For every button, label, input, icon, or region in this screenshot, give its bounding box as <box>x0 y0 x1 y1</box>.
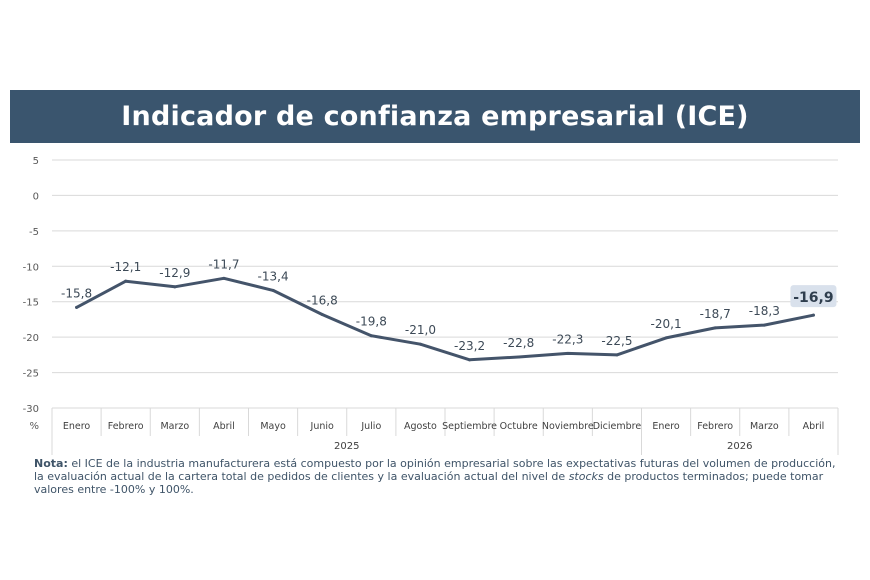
chart-title: Indicador de confianza empresarial (ICE) <box>121 101 749 132</box>
data-label: -15,8 <box>61 286 92 300</box>
data-point <box>173 285 177 289</box>
data-point <box>762 323 766 327</box>
y-tick-label: -15 <box>23 298 39 309</box>
data-point <box>517 355 521 359</box>
x-tick-label: Enero <box>63 421 91 432</box>
line-chart: 5 0 -5 -10 -15 -20 -25 -30% Enero Febrero Marzo Abr… <box>23 156 839 455</box>
data-point <box>566 351 570 355</box>
data-label: -20,1 <box>651 317 682 331</box>
y-tick-label: 5 <box>33 156 39 167</box>
data-label: -16,8 <box>307 293 338 307</box>
y-axis-label: % <box>29 421 39 432</box>
data-point <box>664 336 668 340</box>
title-banner: Indicador de confianza empresarial (ICE) <box>10 90 860 143</box>
x-tick-label: Junio <box>310 421 334 432</box>
data-point <box>271 288 275 292</box>
data-label: -16,9 <box>793 290 833 306</box>
chart-note: Nota: el ICE de la industria manufacture… <box>34 457 844 496</box>
data-label: -22,3 <box>552 332 583 346</box>
data-label-highlight <box>790 285 837 308</box>
note-text-before: el ICE de la industria manufacturera est… <box>34 457 836 483</box>
data-label: -23,2 <box>454 339 485 353</box>
x-tick-label: Noviembre <box>542 421 594 432</box>
y-tick-label: -25 <box>23 369 39 380</box>
data-point <box>75 305 79 309</box>
data-label: -19,8 <box>356 315 387 329</box>
data-label: -12,9 <box>159 266 190 280</box>
data-point <box>124 279 128 283</box>
x-tick-label: Febrero <box>108 421 144 432</box>
x-tick-label: Julio <box>360 421 381 432</box>
data-label: -11,7 <box>208 257 239 271</box>
data-point <box>320 312 324 316</box>
x-tick-label: Enero <box>652 421 680 432</box>
x-tick-label: Marzo <box>160 421 189 432</box>
note-label: Nota: <box>34 457 68 470</box>
year-label: 2025 <box>334 441 359 452</box>
x-tick-label: Abril <box>213 421 235 432</box>
data-point <box>369 334 373 338</box>
data-label: -13,4 <box>258 269 289 283</box>
x-tick-label: Octubre <box>500 421 538 432</box>
x-tick-label: Febrero <box>697 421 733 432</box>
note-text-after: de productos terminados; puede tomar val… <box>34 470 824 496</box>
data-label: -22,8 <box>503 336 534 350</box>
x-tick-label: Marzo <box>750 421 779 432</box>
data-point <box>713 326 717 330</box>
y-tick-label: 0 <box>33 191 39 202</box>
year-label: 2026 <box>727 441 752 452</box>
y-tick-label: -30 <box>23 404 39 415</box>
y-tick-label: -5 <box>29 227 39 238</box>
x-tick-label: Diciembre <box>593 421 642 432</box>
x-tick-label: Abril <box>803 421 825 432</box>
data-point <box>222 276 226 280</box>
data-label: -22,5 <box>601 334 632 348</box>
data-point <box>468 358 472 362</box>
note-emphasis: stocks <box>568 470 604 483</box>
x-tick-label: Agosto <box>404 421 437 432</box>
y-tick-label: -10 <box>23 262 39 273</box>
data-label: -12,1 <box>110 260 141 274</box>
data-label: -18,3 <box>749 304 780 318</box>
data-point <box>811 313 815 317</box>
x-tick-label: Septiembre <box>442 421 497 432</box>
data-label: -18,7 <box>700 307 731 321</box>
data-point <box>418 342 422 346</box>
data-label: -21,0 <box>405 323 436 337</box>
data-point <box>615 353 619 357</box>
series-line <box>75 276 815 362</box>
x-tick-label: Mayo <box>260 421 286 432</box>
y-tick-label: -20 <box>23 333 39 344</box>
